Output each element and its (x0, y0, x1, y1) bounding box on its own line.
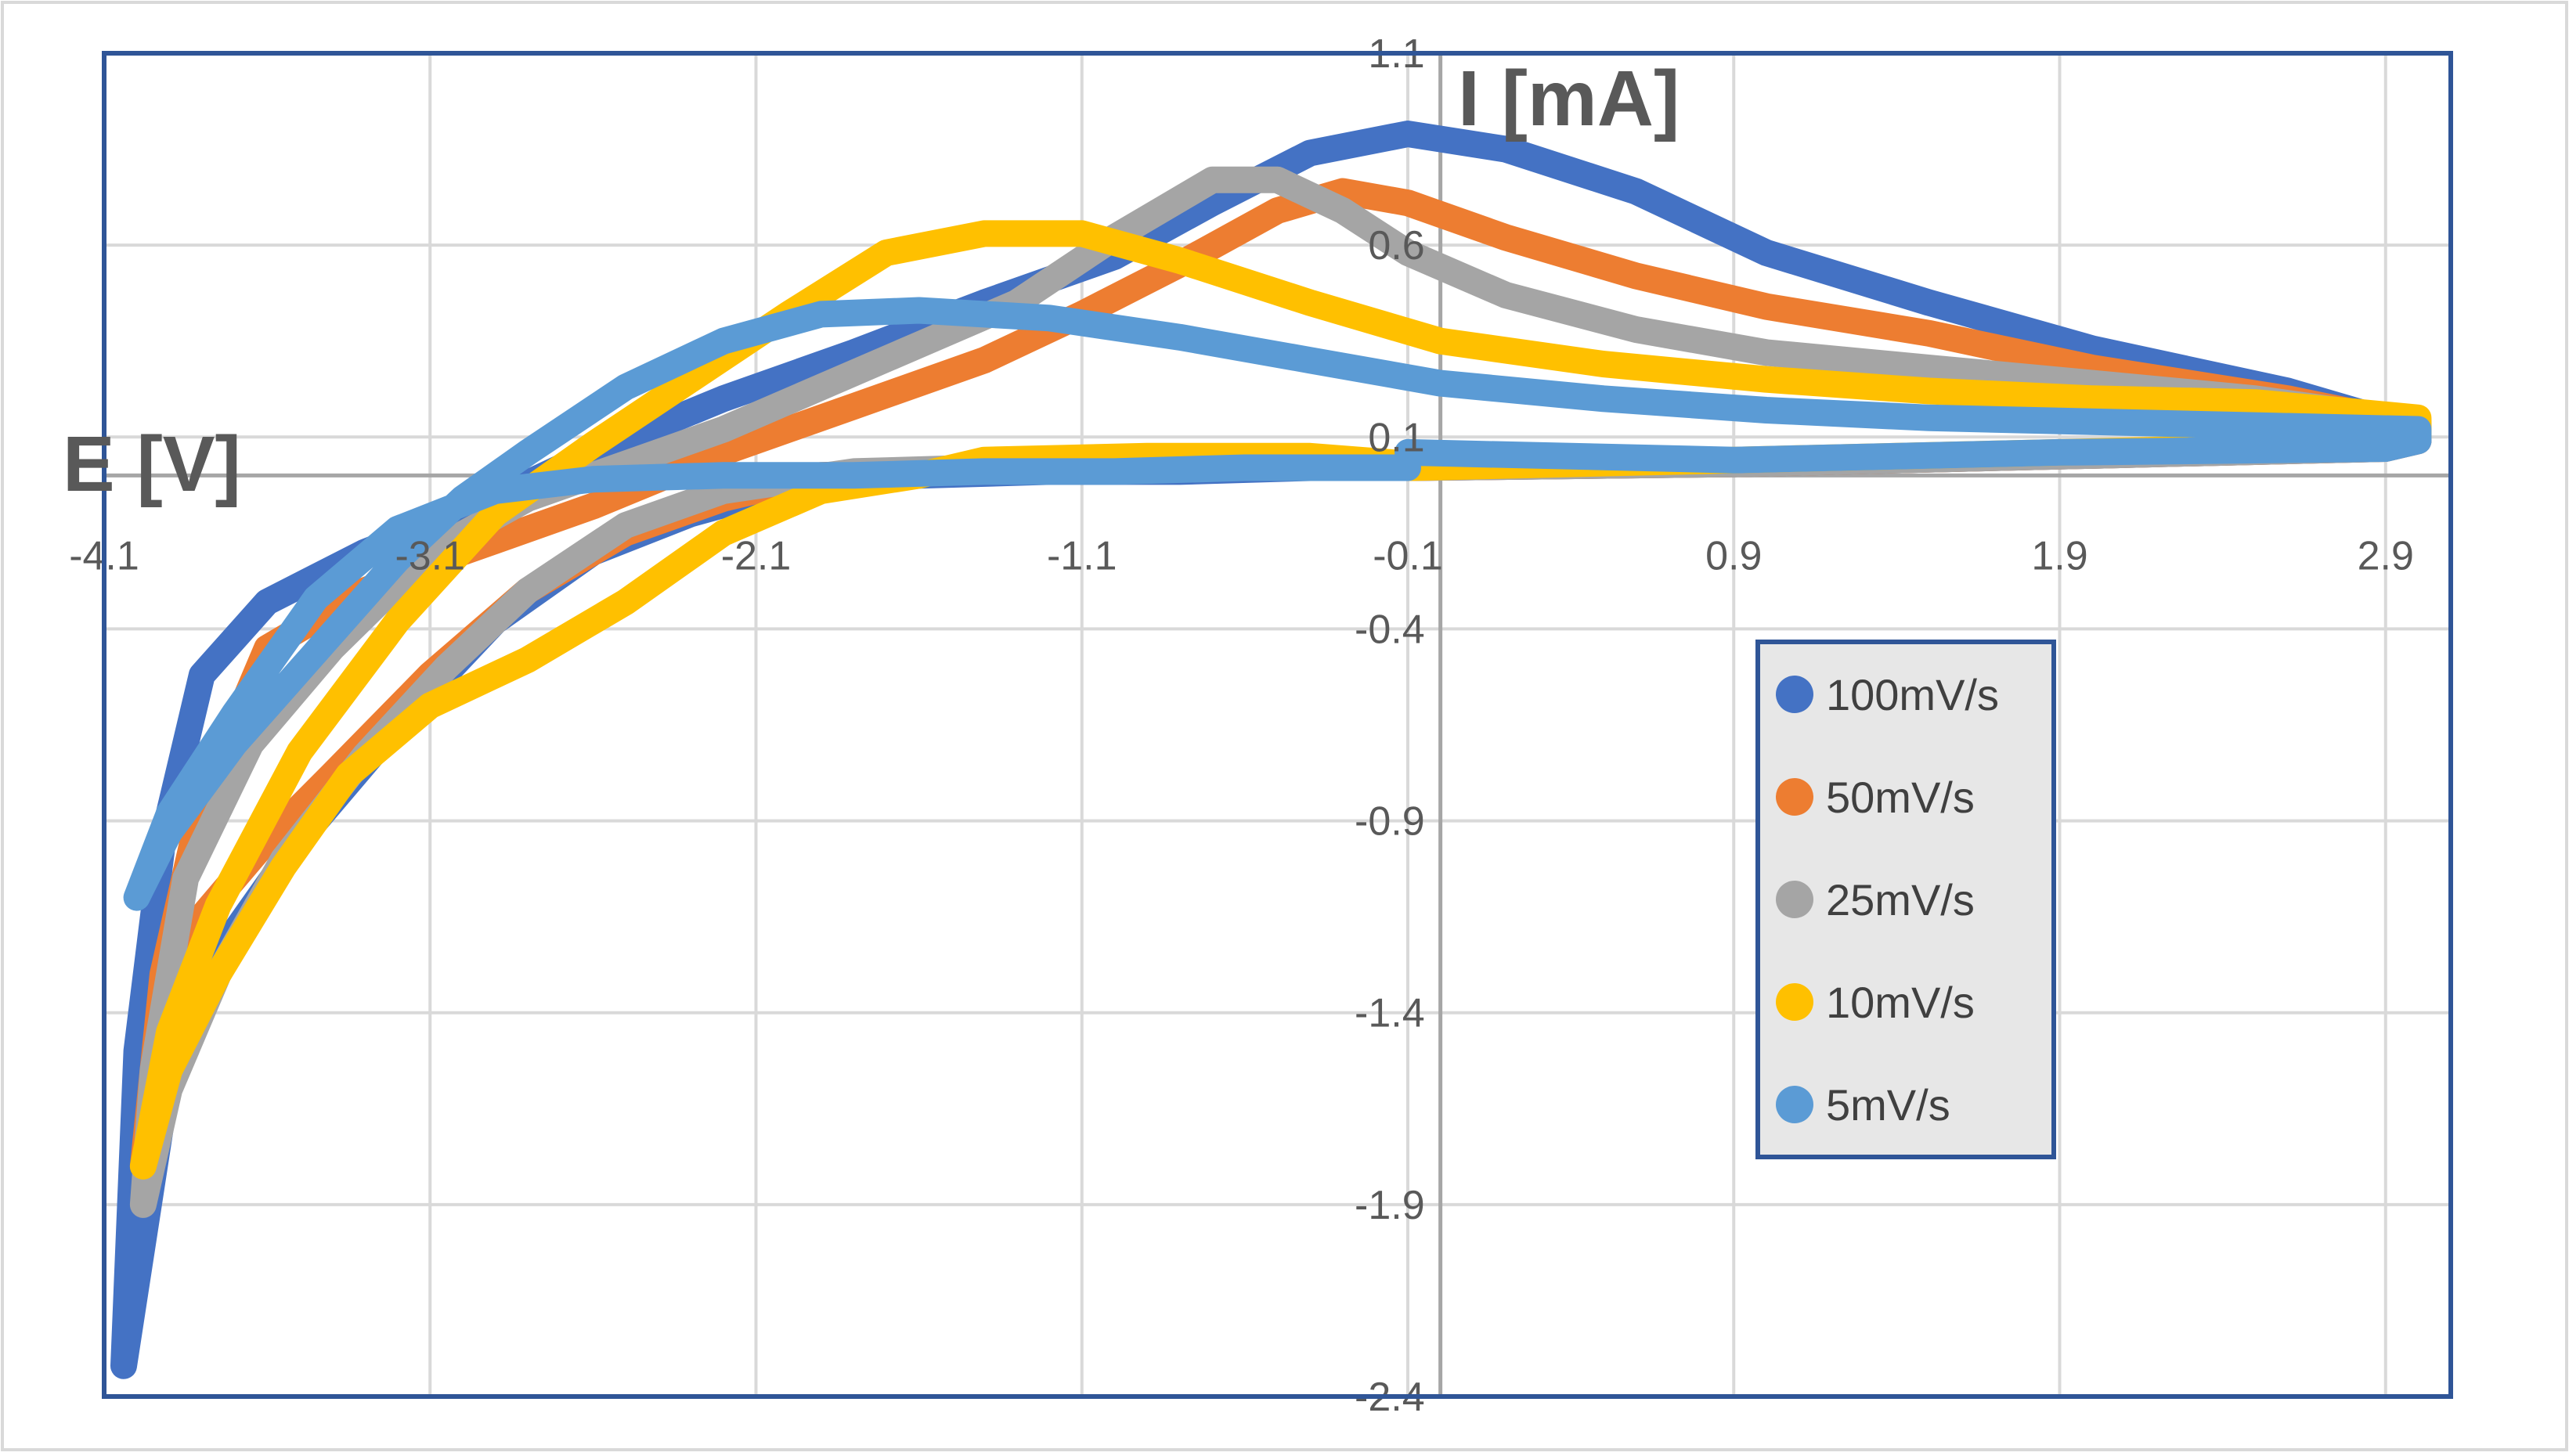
x-tick-label: -3.1 (395, 533, 465, 578)
x-tick-label: 1.9 (2031, 533, 2087, 578)
plot-area-border (102, 51, 2453, 1399)
legend-marker (1776, 881, 1813, 918)
y-tick-label: 0.1 (1368, 415, 1424, 460)
x-tick-label: 0.9 (1705, 533, 1762, 578)
y-tick-label: 0.6 (1368, 223, 1424, 268)
series-group (110, 121, 2432, 1379)
legend-marker (1776, 1086, 1813, 1123)
series-line-3 (129, 166, 2432, 1218)
legend-label: 5mV/s (1826, 1080, 1950, 1130)
y-tick-label: -0.4 (1355, 607, 1425, 652)
series-line-5 (123, 297, 2432, 911)
x-tick-label: -0.1 (1373, 533, 1443, 578)
legend-label: 50mV/s (1826, 773, 1975, 822)
x-tick-label: -1.1 (1047, 533, 1117, 578)
x-tick-label: 2.9 (2358, 533, 2414, 578)
y-tick-label: -1.9 (1355, 1183, 1425, 1228)
y-tick-label: -0.9 (1355, 799, 1425, 845)
x-axis-title: E [V] (63, 420, 241, 508)
legend-label: 10mV/s (1826, 978, 1975, 1027)
legend: 100mV/s 50mV/s 25mV/s 10mV/s 5mV/s (1755, 640, 2056, 1159)
x-tick-label: -2.1 (721, 533, 792, 578)
legend-label: 100mV/s (1826, 670, 1999, 719)
legend-marker (1776, 778, 1813, 816)
legend-marker (1776, 676, 1813, 713)
legend-label: 25mV/s (1826, 875, 1975, 924)
y-axis-title: I [mA] (1458, 55, 1680, 142)
legend-marker (1776, 983, 1813, 1021)
y-tick-label: -1.4 (1355, 991, 1425, 1036)
